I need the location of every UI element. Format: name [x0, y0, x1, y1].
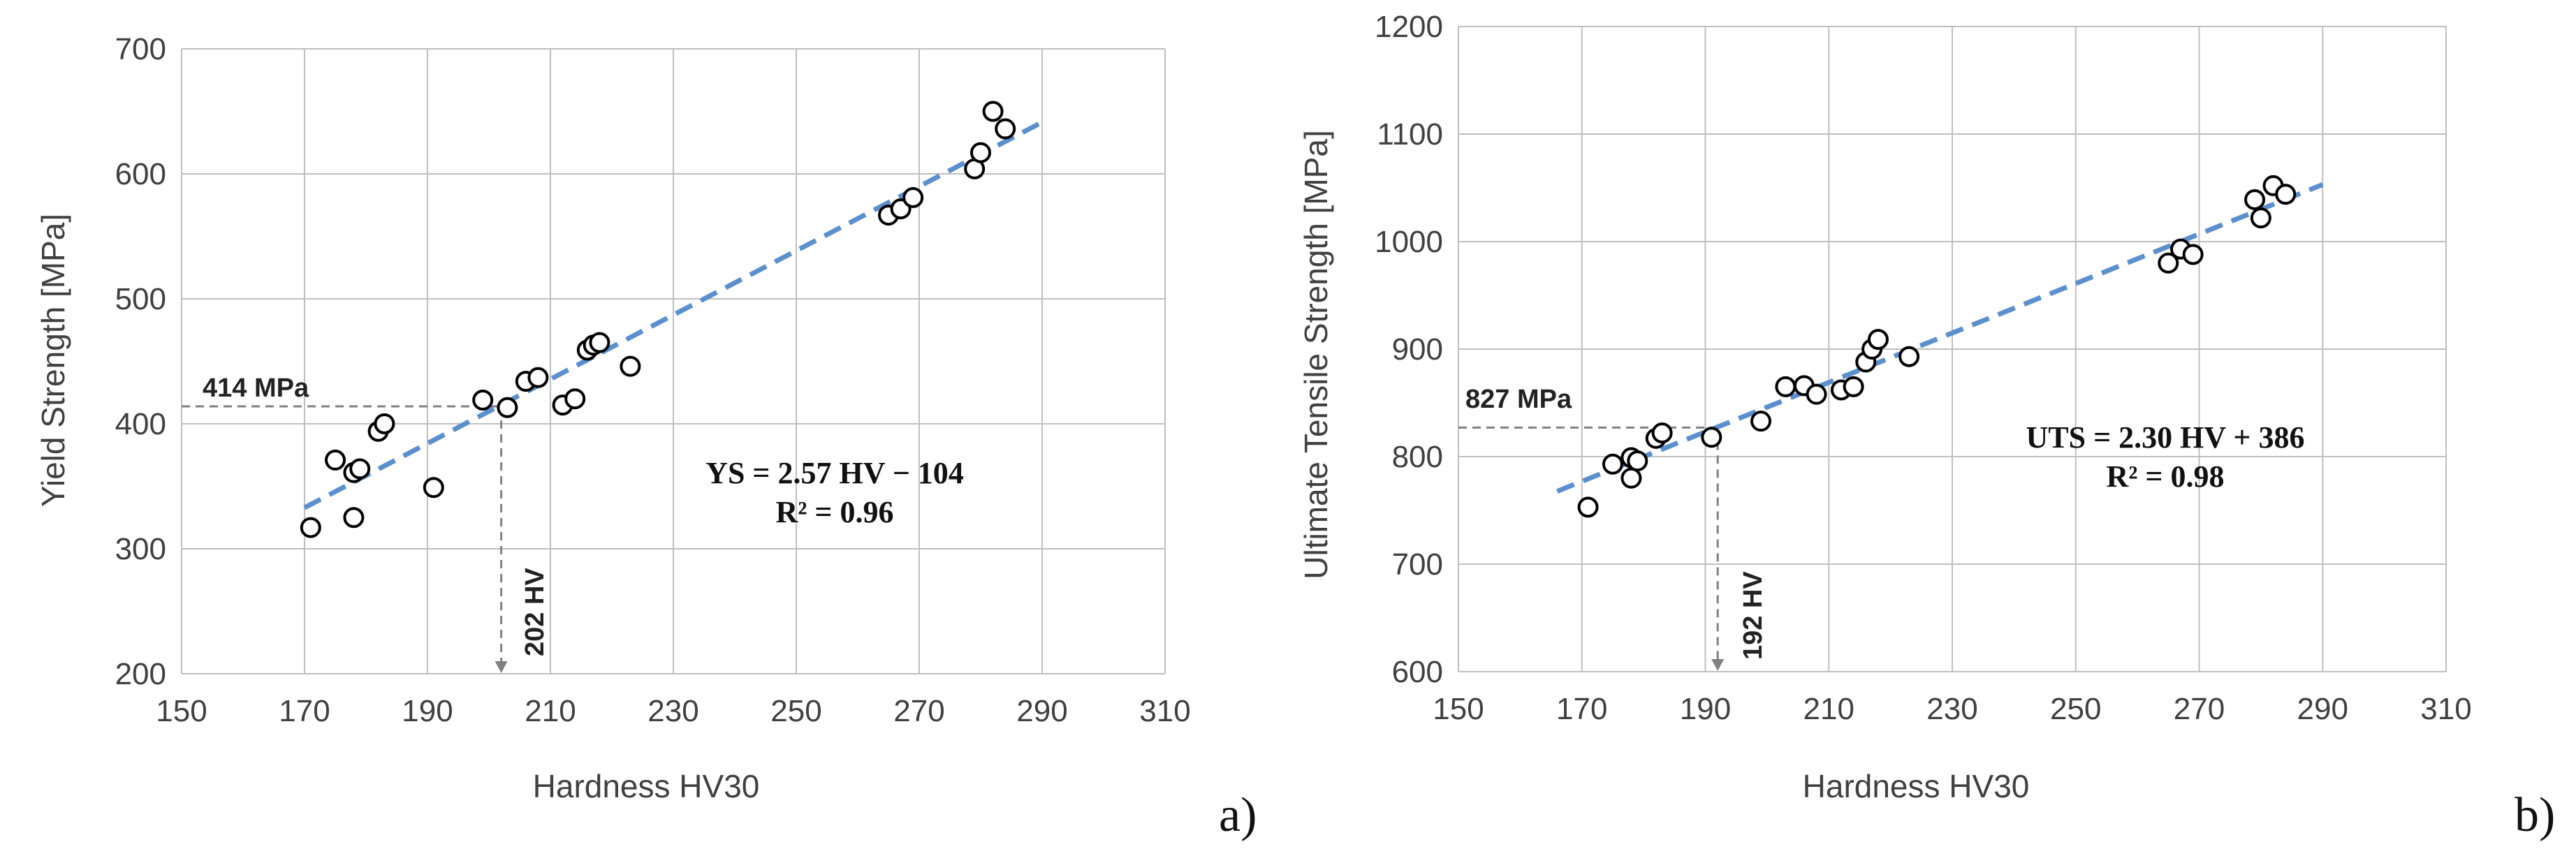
panel-a-y-axis-label: Yield Strength [MPa] [35, 214, 71, 507]
panel-b-data-point [1750, 411, 1772, 432]
panel-b-data-point [1806, 383, 1827, 405]
panel-a-data-point [300, 517, 321, 538]
panel-a-data-point [620, 355, 641, 377]
panel-a-y-tick-label: 500 [115, 282, 166, 316]
panel-a-data-point [325, 449, 346, 471]
panel-b-label: b) [2515, 788, 2555, 842]
panel-a-data-point [343, 507, 365, 529]
panel-b-x-tick-label: 270 [2174, 692, 2225, 726]
panel-b-y-tick-label: 1200 [1375, 10, 1443, 44]
panel-b-data-point [1577, 496, 1599, 518]
panel-b-arrow-head [1711, 659, 1725, 671]
panel-a-data-point [982, 101, 1004, 122]
panel-a-x-axis-label: Hardness HV30 [533, 768, 760, 804]
panel-b-x-marker-label: 192 HV [1739, 571, 1768, 660]
panel-b-r2: R² = 0.98 [2106, 459, 2224, 494]
panel-b-x-tick-label: 230 [1926, 692, 1977, 726]
panel-b-trendline [1556, 182, 2324, 494]
panel-a-data-point [472, 389, 494, 411]
panel-b-data-point [1867, 329, 1889, 350]
panel-b-y-tick-label: 700 [1392, 547, 1443, 582]
panel-b-data-point [1651, 422, 1673, 444]
panel-a-x-tick-label: 290 [1016, 694, 1067, 728]
panel-b-y-tick-label: 600 [1392, 655, 1443, 689]
panel-a-data-point [374, 413, 395, 434]
panel-b-y-tick-label: 900 [1392, 332, 1443, 367]
panel-a-arrow-head [495, 661, 508, 673]
panel-a-y-tick-label: 200 [115, 657, 166, 691]
panel-b-y-marker-label: 827 MPa [1465, 385, 1572, 414]
panel-b-y-tick-label: 1000 [1375, 225, 1443, 259]
panel-b-x-tick-label: 150 [1433, 692, 1484, 726]
panel-b-x-tick-label: 250 [2050, 692, 2101, 726]
panel-b-data-point [2250, 207, 2271, 229]
panel-b-x-tick-label: 210 [1803, 692, 1854, 726]
panel-b-x-tick-label: 290 [2297, 692, 2348, 726]
panel-b-x-tick-label: 190 [1680, 692, 1731, 726]
panel-a-data-point [497, 397, 518, 418]
panel-a-chart: 150 170 190 210 230 250 270 290 310 200 300 400 500 6… [35, 32, 1257, 842]
panel-a-y-tick-label: 700 [115, 32, 166, 66]
panel-a-label: a) [1219, 788, 1257, 842]
panel-a-x-marker-label: 202 HV [520, 568, 550, 656]
panel-a-data-point [423, 477, 444, 499]
panel-a-data-point [902, 187, 924, 209]
panel-a-x-tick-label: 210 [525, 694, 576, 728]
panel-b-x-tick-label: 310 [2420, 692, 2471, 726]
panel-b-y-tick-label: 1100 [1377, 117, 1443, 152]
panel-b-equation: UTS = 2.30 HV + 386 [2026, 420, 2305, 455]
panel-a-x-tick-label: 150 [156, 694, 207, 728]
panel-b-data-point [2182, 244, 2204, 265]
panel-b-data-point [1627, 450, 1648, 472]
panel-a-y-marker-label: 414 MPa [203, 374, 309, 403]
panel-b-data-point [1701, 427, 1722, 448]
panel-a-data-point [970, 142, 991, 163]
panel-a-y-tick-label: 600 [115, 157, 166, 191]
panel-b-data-point [2244, 189, 2266, 210]
panel-a-r2: R² = 0.96 [775, 495, 893, 529]
panel-b-chart: 150 170 190 210 230 250 270 290 310 600 700 800 900 1… [1298, 10, 2555, 842]
panel-b-y-tick-label: 800 [1392, 440, 1443, 474]
panel-a-x-tick-label: 170 [279, 694, 330, 728]
panel-a-data-point [349, 458, 371, 480]
panel-a-data-point [564, 388, 586, 410]
panel-a-x-tick-label: 190 [402, 694, 453, 728]
panel-a-x-tick-label: 230 [647, 694, 698, 728]
panel-a-y-tick-label: 300 [115, 532, 166, 566]
panel-a-x-tick-label: 270 [893, 694, 944, 728]
panel-b-data-point [1898, 346, 1920, 367]
panel-a-x-tick-label: 250 [770, 694, 821, 728]
panel-b-data-point [1602, 453, 1623, 475]
panel-a-x-tick-label: 310 [1139, 694, 1190, 728]
panel-a-data-point [527, 367, 549, 388]
panel-b-data-point [2275, 184, 2297, 205]
panel-b-x-axis-label: Hardness HV30 [1803, 768, 2030, 804]
panel-a-equation: YS = 2.57 HV − 104 [705, 456, 964, 490]
panel-a-y-tick-label: 400 [115, 407, 166, 441]
panel-b-data-point [1775, 376, 1796, 397]
panel-b-x-tick-label: 170 [1556, 692, 1607, 726]
panel-b-data-point [2158, 252, 2179, 274]
panel-b-data-point [1620, 467, 1642, 489]
panel-a-data-point [995, 118, 1016, 140]
panel-b-data-point [1843, 376, 1864, 397]
panel-b-y-axis-label: Ultimate Tensile Strength [MPa] [1298, 130, 1334, 579]
panel-a-data-point [589, 332, 610, 353]
